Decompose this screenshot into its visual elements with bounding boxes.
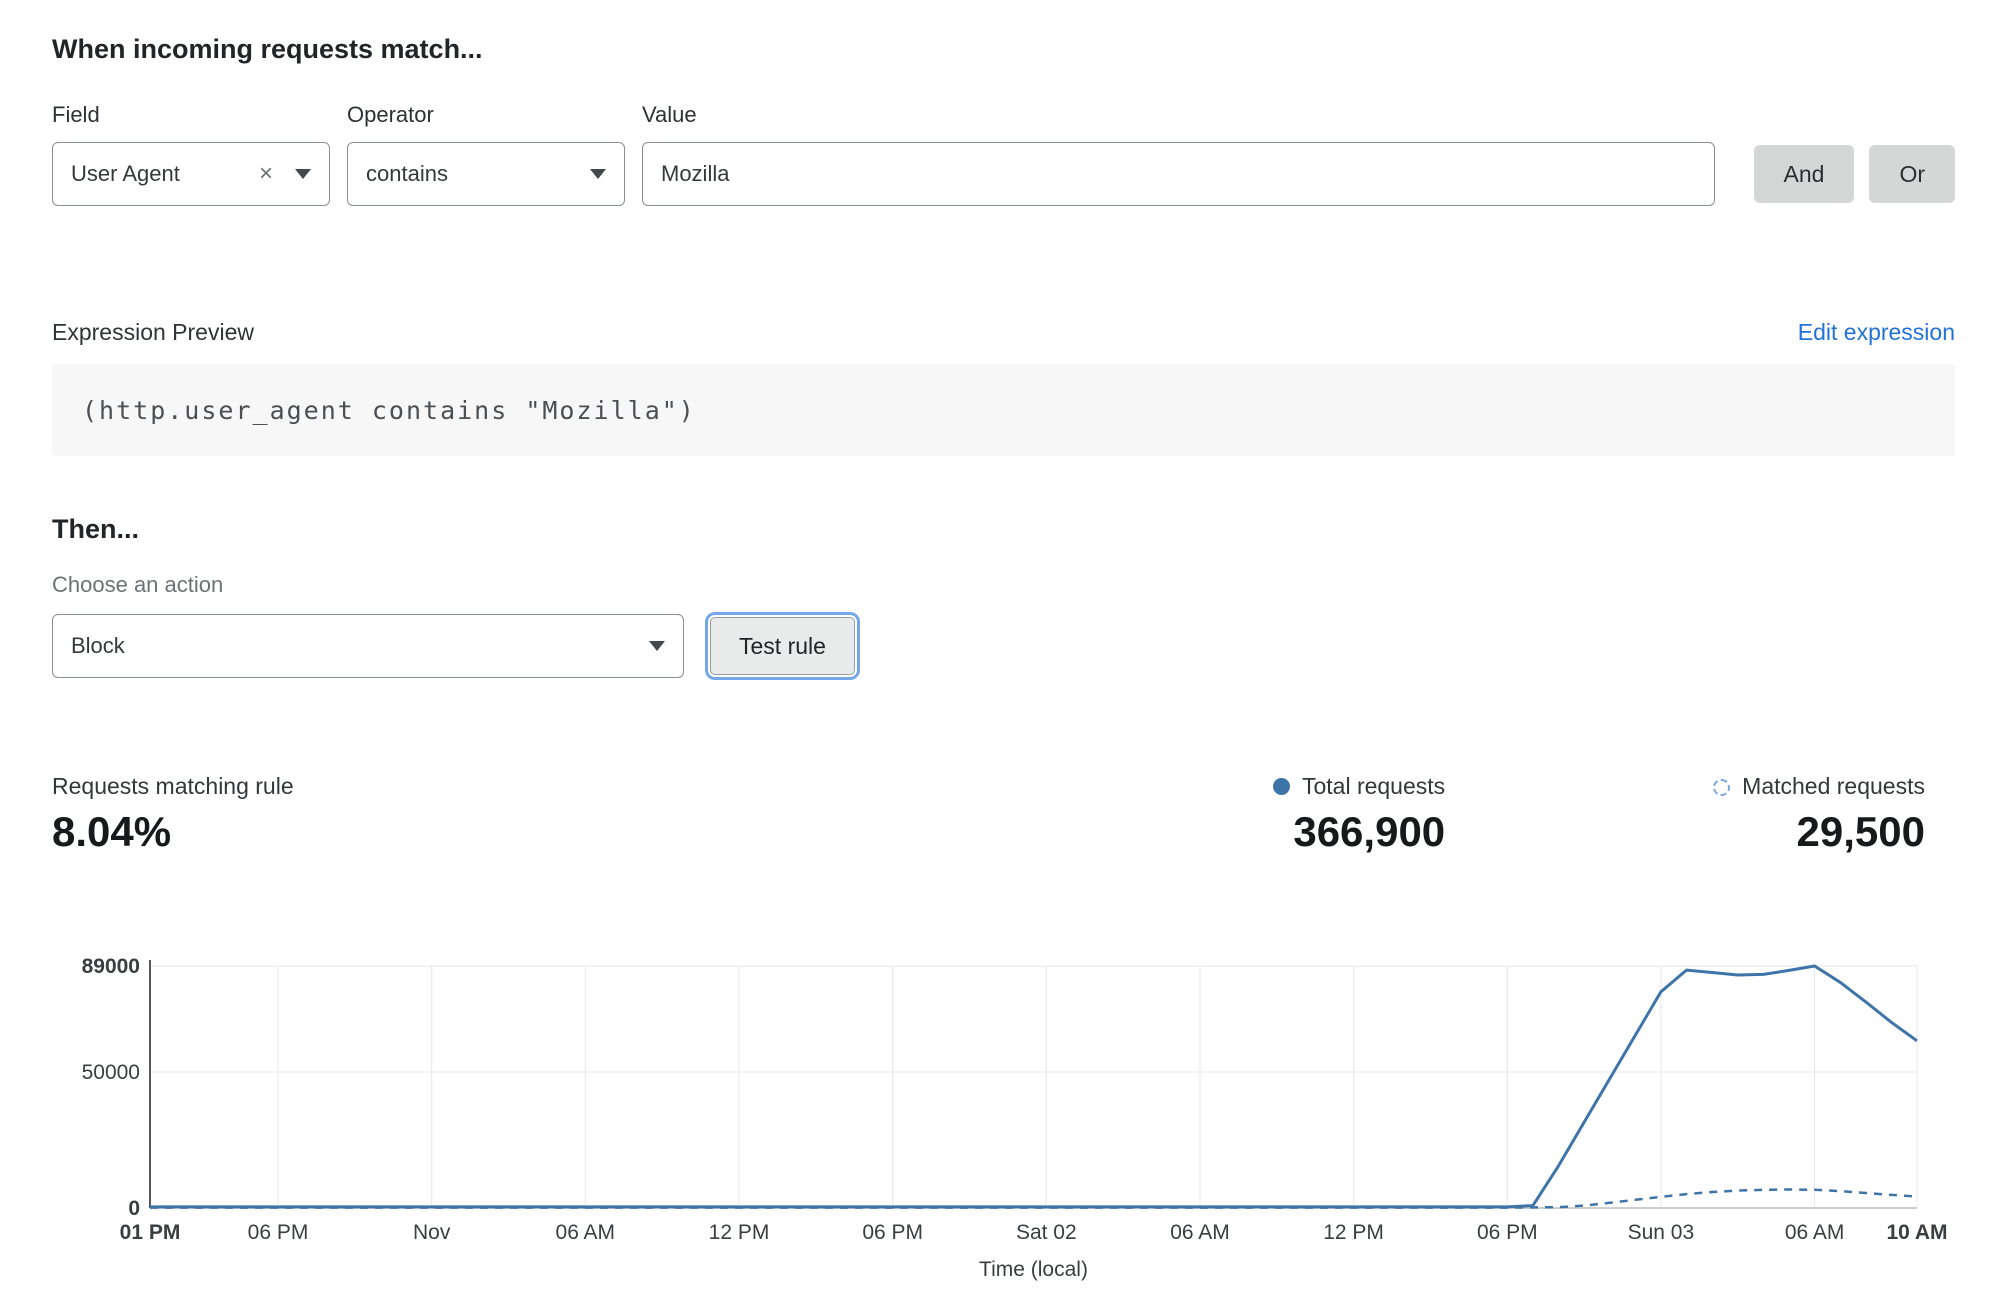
expression-code: (http.user_agent contains "Mozilla") xyxy=(82,395,696,425)
svg-text:12 PM: 12 PM xyxy=(1323,1221,1384,1244)
svg-text:10 AM: 10 AM xyxy=(1886,1221,1947,1244)
matched-requests-ring-icon xyxy=(1713,779,1731,796)
or-button[interactable]: Or xyxy=(1869,145,1955,203)
matching-rule-value: 8.04% xyxy=(52,808,172,855)
expression-header-row: Expression Preview Edit expression xyxy=(52,318,1955,346)
chevron-down-icon[interactable] xyxy=(649,641,665,651)
action-select-value: Block xyxy=(71,633,125,658)
total-requests-legend: Total requests xyxy=(1272,772,1446,800)
edit-expression-link[interactable]: Edit expression xyxy=(1797,319,1955,345)
svg-text:01 PM: 01 PM xyxy=(120,1221,181,1244)
svg-text:89000: 89000 xyxy=(82,955,140,978)
svg-text:Sat 02: Sat 02 xyxy=(1016,1221,1077,1244)
total-requests-dot-icon xyxy=(1272,778,1290,795)
matching-rule-label: Requests matching rule xyxy=(52,773,294,799)
operator-select[interactable]: contains xyxy=(347,142,625,206)
chevron-down-icon[interactable] xyxy=(295,169,311,179)
test-rule-button[interactable]: Test rule xyxy=(705,612,860,680)
svg-text:06 AM: 06 AM xyxy=(1785,1221,1845,1244)
svg-text:50000: 50000 xyxy=(82,1061,140,1084)
svg-text:Sun 03: Sun 03 xyxy=(1628,1221,1695,1244)
chevron-down-icon[interactable] xyxy=(590,169,606,179)
match-heading: When incoming requests match... xyxy=(52,34,483,64)
operator-column: Operator contains xyxy=(347,102,625,206)
value-column: Value xyxy=(642,102,1715,206)
field-select-value: User Agent xyxy=(71,161,180,186)
field-label: Field xyxy=(52,102,100,127)
then-heading: Then... xyxy=(52,514,139,544)
chart-area: 0 50000 89000 01 PM 06 PM Nov 06 AM 12 PM 06 PM S… xyxy=(52,952,1955,1287)
stats-row: Requests matching rule 8.04% Total reque… xyxy=(52,772,1955,856)
svg-text:Time (local): Time (local) xyxy=(979,1258,1088,1281)
svg-text:Nov: Nov xyxy=(413,1221,451,1244)
matched-requests-label: Matched requests xyxy=(1742,773,1925,799)
rule-builder-row: Field User Agent × Operator contains Val… xyxy=(52,102,1955,206)
matched-requests-value: 29,500 xyxy=(1796,808,1925,855)
value-input[interactable] xyxy=(642,142,1715,206)
svg-text:06 PM: 06 PM xyxy=(862,1221,923,1244)
action-row: Block Test rule xyxy=(52,612,1955,680)
operator-select-value: contains xyxy=(366,161,448,186)
field-select[interactable]: User Agent × xyxy=(52,142,330,206)
field-column: Field User Agent × xyxy=(52,102,330,206)
total-requests-value: 366,900 xyxy=(1293,808,1446,855)
stat-matched-requests: Matched requests 29,500 xyxy=(1713,772,1925,856)
total-requests-label: Total requests xyxy=(1301,773,1446,799)
svg-text:06 AM: 06 AM xyxy=(1170,1221,1230,1244)
svg-text:12 PM: 12 PM xyxy=(709,1221,770,1244)
clear-icon[interactable]: × xyxy=(258,160,273,187)
expression-preview-label: Expression Preview xyxy=(52,319,254,345)
expression-code-box: (http.user_agent contains "Mozilla") xyxy=(52,364,1955,456)
requests-over-time-chart: 0 50000 89000 01 PM 06 PM Nov 06 AM 12 PM 06 PM S… xyxy=(82,955,1948,1281)
stat-total-requests: Total requests 366,900 xyxy=(1272,772,1446,856)
svg-text:06 PM: 06 PM xyxy=(1477,1221,1538,1244)
matched-requests-legend: Matched requests xyxy=(1713,772,1925,800)
choose-action-label: Choose an action xyxy=(52,572,224,597)
operator-label: Operator xyxy=(347,102,434,127)
svg-text:0: 0 xyxy=(128,1197,140,1220)
svg-text:06 AM: 06 AM xyxy=(556,1221,616,1244)
stat-matching-rule: Requests matching rule 8.04% xyxy=(52,772,1273,856)
action-select[interactable]: Block xyxy=(52,614,684,678)
and-button[interactable]: And xyxy=(1753,145,1855,203)
value-label: Value xyxy=(642,102,697,127)
svg-text:06 PM: 06 PM xyxy=(248,1221,309,1244)
